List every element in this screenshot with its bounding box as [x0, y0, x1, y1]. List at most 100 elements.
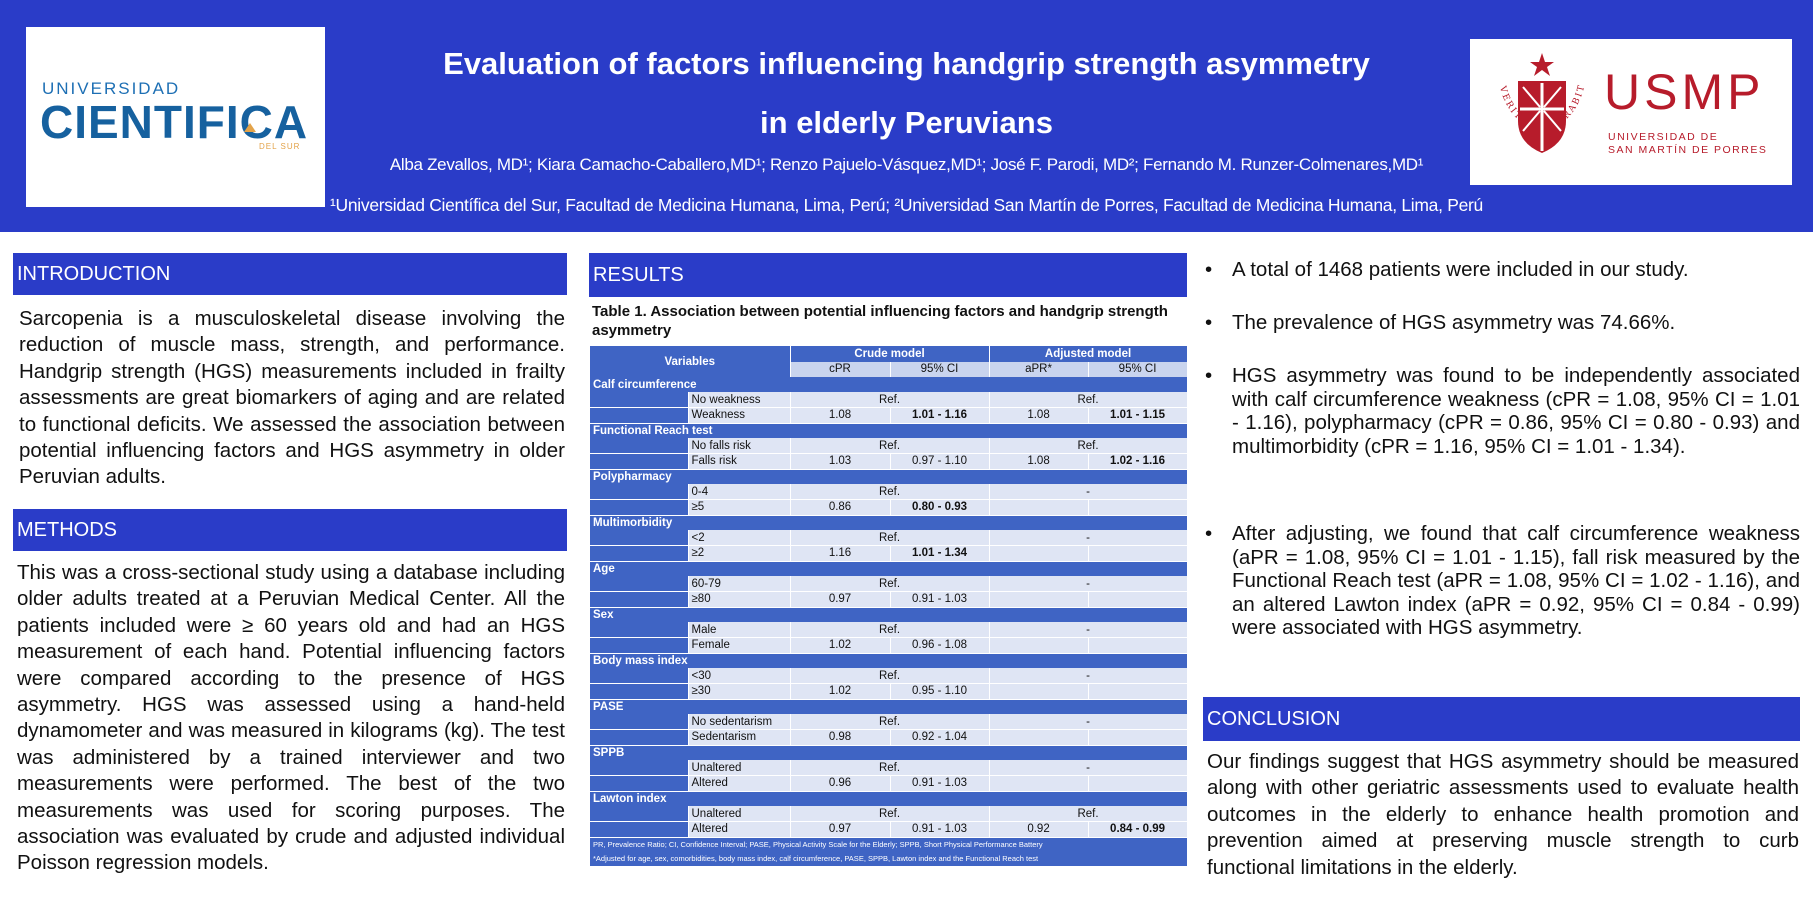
table-group-row: SPPB [590, 745, 1188, 760]
col-cpr: cPR [790, 361, 891, 377]
table-cell-adj-ref: - [989, 622, 1188, 638]
table-cell-cpr: 1.03 [790, 453, 891, 470]
table-row: No weakness Ref. Ref. [590, 392, 1188, 408]
methods-heading: METHODS [13, 509, 567, 551]
table-cell-ci: 0.95 - 1.10 [890, 683, 990, 700]
table-cell-ci2 [1088, 499, 1188, 516]
table-cell-ci: 0.97 - 1.10 [890, 453, 990, 470]
logo-left-top: UNIVERSIDAD [42, 79, 181, 98]
col-ci: 95% CI [890, 361, 990, 377]
table-group-row: Functional Reach test [590, 423, 1188, 438]
table-row: Sedentarism 0.98 0.92 - 1.04 [590, 729, 1188, 746]
table-row-label: <30 [688, 668, 791, 684]
table-indent-cell [590, 775, 689, 792]
table-cell-crude-ref: Ref. [790, 714, 990, 730]
table-row: Altered 0.97 0.91 - 1.03 0.92 0.84 - 0.99 [590, 821, 1188, 838]
table-row: Unaltered Ref. - [590, 760, 1188, 776]
table-cell-cpr: 1.16 [790, 545, 891, 562]
col-adjusted-model: Adjusted model [989, 346, 1188, 362]
table-cell-ci: 0.80 - 0.93 [890, 499, 990, 516]
table-indent-cell [590, 407, 689, 424]
table-group-row: Calf circumference [590, 377, 1188, 392]
usmp-subtitle: UNIVERSIDAD DE SAN MARTÍN DE PORRES [1608, 131, 1767, 157]
table-row: Falls risk 1.03 0.97 - 1.10 1.08 1.02 - 1.16 [590, 453, 1188, 470]
table-cell-ci2: 1.01 - 1.15 [1088, 407, 1188, 424]
table-indent-cell [590, 453, 689, 470]
table-row: <30 Ref. - [590, 668, 1188, 684]
logo-left-sub: DEL SUR [259, 142, 301, 151]
table-cell-apr: 1.08 [989, 407, 1089, 424]
table-note-abbrev: PR, Prevalence Ratio; CI, Confidence Int… [590, 837, 1188, 852]
table-cell-cpr: 1.08 [790, 407, 891, 424]
table-caption: Table 1. Association between potential i… [592, 303, 1168, 339]
bullet-icon: • [1205, 522, 1213, 545]
table-indent-cell [590, 760, 689, 776]
table-group-label: Sex [590, 607, 1188, 622]
table-indent-cell [590, 576, 689, 592]
table-row: 60-79 Ref. - [590, 576, 1188, 592]
table-group-label: Age [590, 561, 1188, 576]
usmp-sub-line2: SAN MARTÍN DE PORRES [1608, 144, 1768, 156]
table-row-label: 0-4 [688, 484, 791, 500]
table-row-label: No falls risk [688, 438, 791, 454]
table-row-label: <2 [688, 530, 791, 546]
finding-text: After adjusting, we found that calf circ… [1232, 522, 1800, 640]
finding-text: A total of 1468 patients were included i… [1232, 258, 1689, 281]
table-cell-cpr: 1.02 [790, 683, 891, 700]
table-row-label: Sedentarism [688, 729, 791, 746]
table-cell-ci2 [1088, 729, 1188, 746]
table-cell-cpr: 0.98 [790, 729, 891, 746]
table-indent-cell [590, 622, 689, 638]
table-cell-crude-ref: Ref. [790, 392, 990, 408]
table-indent-cell [590, 714, 689, 730]
table-group-row: Body mass index [590, 653, 1188, 668]
table-cell-adj-ref: Ref. [989, 806, 1188, 822]
table-cell-adj-ref: Ref. [989, 392, 1188, 408]
table-cell-apr [989, 683, 1089, 700]
table-row-label: Altered [688, 821, 791, 838]
finding-text: The prevalence of HGS asymmetry was 74.6… [1232, 311, 1676, 334]
table-row-label: Male [688, 622, 791, 638]
usmp-name: USMP [1604, 64, 1765, 120]
bullet-icon: • [1205, 364, 1213, 387]
table-cell-cpr: 0.97 [790, 821, 891, 838]
results-table-body: Calf circumference No weakness Ref. Ref. Wea… [590, 377, 1188, 838]
table-indent-cell [590, 392, 689, 408]
table-cell-ci2 [1088, 637, 1188, 654]
results-heading: RESULTS [589, 253, 1187, 297]
table-cell-apr [989, 775, 1089, 792]
table-indent-cell [590, 530, 689, 546]
table-group-row: Lawton index [590, 791, 1188, 806]
table-cell-apr [989, 591, 1089, 608]
table-cell-crude-ref: Ref. [790, 484, 990, 500]
table-group-row: Sex [590, 607, 1188, 622]
col-variables: Variables [590, 346, 791, 377]
table-cell-adj-ref: - [989, 668, 1188, 684]
table-cell-adj-ref: Ref. [989, 438, 1188, 454]
table-group-label: SPPB [590, 745, 1188, 760]
table-row: Altered 0.96 0.91 - 1.03 [590, 775, 1188, 792]
table-row-label: No sedentarism [688, 714, 791, 730]
table-indent-cell [590, 821, 689, 838]
table-group-label: Polypharmacy [590, 469, 1188, 484]
table-row-label: ≥2 [688, 545, 791, 562]
table-cell-apr [989, 637, 1089, 654]
table-cell-ci: 0.91 - 1.03 [890, 591, 990, 608]
table-group-row: Polypharmacy [590, 469, 1188, 484]
usmp-logo: VERITAS LIBERABIT VOS USMP UNIVERSIDAD D… [1470, 39, 1792, 185]
table-group-label: Body mass index [590, 653, 1188, 668]
table-group-label: Lawton index [590, 791, 1188, 806]
table-cell-ci2 [1088, 545, 1188, 562]
table-cell-cpr: 1.02 [790, 637, 891, 654]
table-cell-ci2 [1088, 591, 1188, 608]
poster-header: UNIVERSIDAD CIENTIFICA DEL SUR Evaluatio… [0, 0, 1813, 232]
table-indent-cell [590, 683, 689, 700]
table-row-label: ≥80 [688, 591, 791, 608]
table-cell-ci2: 0.84 - 0.99 [1088, 821, 1188, 838]
table-cell-crude-ref: Ref. [790, 668, 990, 684]
table-row-label: ≥5 [688, 499, 791, 516]
table-cell-apr [989, 499, 1089, 516]
table-row: No falls risk Ref. Ref. [590, 438, 1188, 454]
table-row-label: 60-79 [688, 576, 791, 592]
table-row: Unaltered Ref. Ref. [590, 806, 1188, 822]
